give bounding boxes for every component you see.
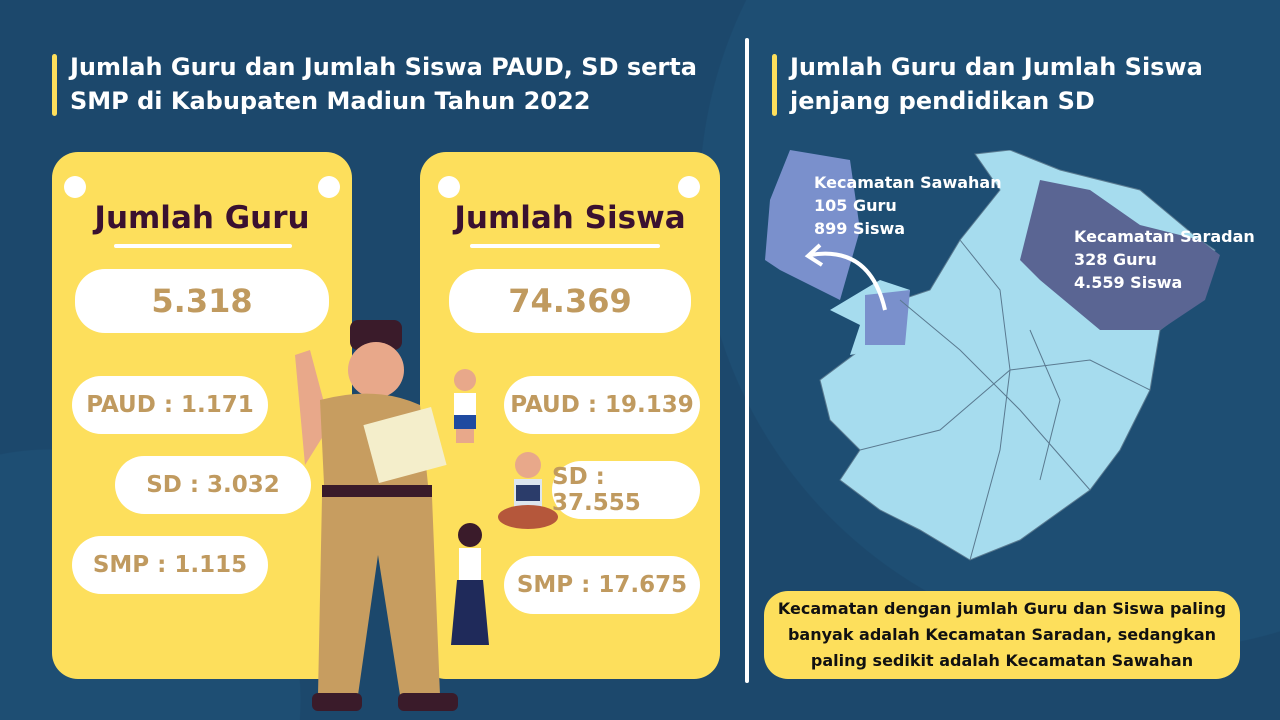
summary-note: Kecamatan dengan jumlah Guru dan Siswa p… xyxy=(764,591,1240,679)
sawahan-guru: 105 Guru xyxy=(814,196,897,215)
student-reading-illustration xyxy=(498,452,558,529)
sawahan-region xyxy=(865,290,910,345)
saradan-guru: 328 Guru xyxy=(1074,250,1157,269)
madiun-map xyxy=(765,150,1220,561)
child-illustration xyxy=(454,369,476,443)
siswa-sd: SD : 37.555 xyxy=(552,461,700,519)
guru-card: Jumlah Guru 5.318 PAUD : 1.171 SD : 3.03… xyxy=(52,152,352,679)
sawahan-region xyxy=(765,150,860,300)
siswa-heading: Jumlah Siswa xyxy=(454,200,686,236)
card-hole xyxy=(438,176,460,198)
saradan-name: Kecamatan Saradan xyxy=(1074,227,1255,246)
guru-total: 5.318 xyxy=(75,269,329,333)
guru-sd: SD : 3.032 xyxy=(115,456,311,514)
sawahan-label: Kecamatan Sawahan 105 Guru 899 Siswa xyxy=(814,171,1002,240)
arrow-head-icon xyxy=(804,243,824,267)
saradan-siswa: 4.559 Siswa xyxy=(1074,273,1183,292)
divider xyxy=(745,38,749,683)
siswa-paud: PAUD : 19.139 xyxy=(504,376,700,434)
left-title: Jumlah Guru dan Jumlah Siswa PAUD, SD se… xyxy=(52,50,712,118)
sawahan-siswa: 899 Siswa xyxy=(814,219,906,238)
card-hole xyxy=(64,176,86,198)
saradan-region xyxy=(1020,180,1220,330)
card-hole xyxy=(678,176,700,198)
sawahan-name: Kecamatan Sawahan xyxy=(814,173,1002,192)
guru-heading: Jumlah Guru xyxy=(94,200,310,236)
underline xyxy=(470,244,660,248)
right-title: Jumlah Guru dan Jumlah Siswa jenjang pen… xyxy=(772,50,1232,118)
guru-paud: PAUD : 1.171 xyxy=(72,376,268,434)
saradan-label: Kecamatan Saradan 328 Guru 4.559 Siswa xyxy=(1074,225,1255,294)
underline xyxy=(114,244,292,248)
siswa-total: 74.369 xyxy=(449,269,691,333)
card-hole xyxy=(318,176,340,198)
girl-student-illustration xyxy=(451,523,489,645)
guru-smp: SMP : 1.115 xyxy=(72,536,268,594)
siswa-smp: SMP : 17.675 xyxy=(504,556,700,614)
teacher-illustration xyxy=(295,320,458,711)
arrow xyxy=(809,251,887,311)
